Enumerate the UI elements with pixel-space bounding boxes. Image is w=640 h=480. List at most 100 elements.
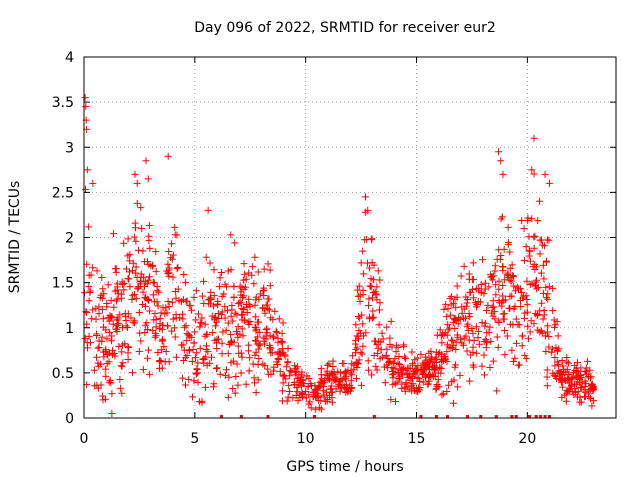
data-point: [465, 336, 473, 344]
data-point: [118, 348, 126, 356]
data-point: [376, 306, 384, 314]
data-point: [542, 348, 550, 356]
data-point: [98, 333, 106, 341]
data-point: [539, 415, 543, 418]
data-point: [558, 357, 566, 365]
data-point: [150, 279, 158, 287]
data-point: [221, 371, 229, 379]
data-point: [246, 354, 254, 362]
data-point: [544, 322, 552, 330]
data-point: [221, 303, 229, 311]
data-point: [534, 415, 538, 418]
y-tick-label: 1: [65, 321, 74, 337]
data-point: [536, 197, 544, 205]
data-point: [492, 281, 500, 289]
data-point: [168, 298, 176, 306]
data-point: [356, 297, 364, 305]
data-point: [399, 371, 407, 379]
data-point: [106, 328, 114, 336]
x-tick-label: 10: [297, 431, 315, 447]
data-point: [555, 345, 563, 353]
data-point: [410, 369, 418, 377]
data-point: [216, 274, 224, 282]
data-point: [481, 285, 489, 293]
data-point: [401, 353, 409, 361]
data-point: [395, 368, 403, 376]
data-point: [198, 292, 206, 300]
data-point: [260, 292, 268, 300]
y-tick-label: 2.5: [52, 185, 74, 201]
data-point: [89, 306, 97, 314]
data-point: [255, 341, 263, 349]
data-point: [373, 366, 381, 374]
data-point: [415, 375, 423, 383]
data-point: [103, 303, 111, 311]
data-point: [515, 361, 523, 369]
data-point: [225, 373, 233, 381]
data-point: [149, 326, 157, 334]
data-point: [137, 273, 145, 281]
data-point: [478, 362, 486, 370]
data-point: [353, 374, 361, 382]
data-point: [93, 381, 101, 389]
data-point: [190, 339, 198, 347]
data-point: [192, 354, 200, 362]
data-point: [120, 286, 128, 294]
data-point: [571, 366, 579, 374]
data-point: [313, 385, 321, 393]
data-point: [156, 314, 164, 322]
data-point: [389, 368, 396, 376]
data-point: [483, 307, 491, 315]
data-point: [152, 323, 160, 331]
data-point: [121, 309, 129, 317]
data-point: [87, 271, 95, 279]
data-point: [559, 366, 567, 374]
data-point: [143, 258, 151, 266]
y-tick-label: 3.5: [52, 95, 74, 111]
data-point: [519, 332, 527, 340]
data-point: [204, 348, 212, 356]
data-point: [495, 285, 503, 293]
data-point: [227, 359, 235, 367]
data-point: [240, 276, 248, 284]
data-point: [495, 299, 503, 307]
data-point: [245, 347, 253, 355]
data-point: [174, 263, 182, 271]
data-point: [438, 350, 446, 358]
data-point: [443, 313, 451, 321]
data-point: [164, 322, 172, 330]
data-point: [174, 285, 182, 293]
data-point: [84, 344, 92, 352]
data-point: [366, 264, 374, 272]
data-point: [489, 357, 497, 365]
data-point: [332, 376, 340, 384]
data-point: [199, 356, 207, 364]
data-point: [206, 259, 214, 267]
data-point: [93, 267, 101, 275]
data-point: [562, 397, 570, 405]
data-point: [488, 304, 496, 312]
data-point: [357, 259, 365, 267]
data-point: [336, 377, 344, 385]
data-point: [355, 282, 363, 290]
data-point: [414, 362, 422, 370]
data-point: [567, 375, 575, 383]
data-point: [194, 378, 202, 386]
data-point: [473, 349, 481, 357]
data-point: [391, 355, 399, 363]
data-point: [207, 296, 215, 304]
data-point: [536, 236, 544, 244]
data-point: [116, 375, 124, 383]
data-point: [524, 216, 532, 224]
x-tick-label: 0: [80, 431, 89, 447]
data-point: [436, 363, 444, 371]
data-point: [425, 349, 433, 357]
data-point: [119, 359, 127, 367]
data-point: [210, 380, 218, 388]
data-point: [485, 328, 493, 336]
data-point: [410, 368, 418, 376]
data-point: [260, 305, 268, 313]
data-point: [201, 320, 209, 328]
data-point: [409, 361, 417, 369]
